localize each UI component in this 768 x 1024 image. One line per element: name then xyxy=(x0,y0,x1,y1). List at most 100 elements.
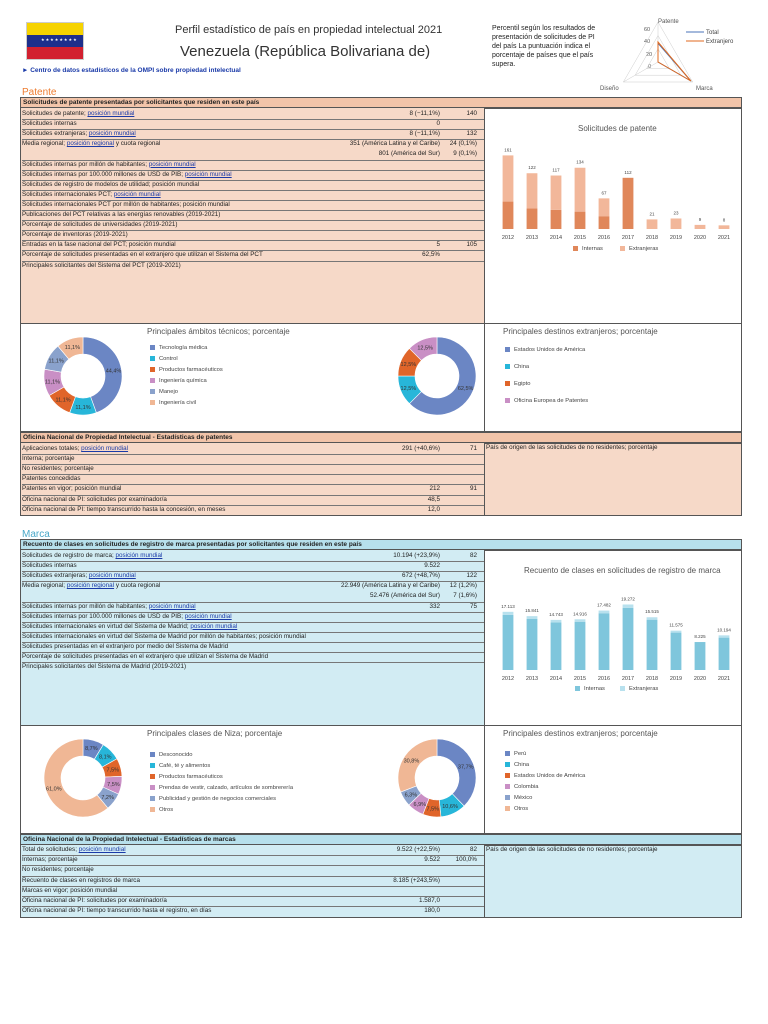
patente-ranking-link[interactable]: posición mundial xyxy=(148,160,196,168)
trademark-bar-chart-title: Recuento de clases en solicitudes de reg… xyxy=(524,566,721,575)
legend-label: Colombia xyxy=(514,784,539,791)
patente-office-ranking-link[interactable]: posición mundial xyxy=(81,445,129,452)
bar-extranjeras xyxy=(646,617,658,620)
marca-row: Principales solicitantes del Sistema de … xyxy=(22,662,186,672)
patente-ranking-link[interactable]: posición mundial xyxy=(88,130,136,138)
row-divider xyxy=(22,865,484,867)
bar-internas xyxy=(622,177,634,229)
patente-row-label: Solicitudes de patente; xyxy=(22,110,88,117)
patente-ranking-link[interactable]: posición mundial xyxy=(113,190,161,198)
marca-office-row-label: Oficina nacional de PI: solicitudes por … xyxy=(22,897,167,904)
bar-internas xyxy=(502,201,514,229)
patente-value: 62,5% xyxy=(422,251,440,259)
radar-legend-extranjero: Extranjero xyxy=(706,39,734,45)
marca-value: 10.194 (+23,9%) xyxy=(393,552,440,559)
slice-label: 61,0% xyxy=(46,787,62,793)
legend-item: Colombia xyxy=(505,784,585,795)
patente-ranking-link[interactable]: posición mundial xyxy=(184,170,232,178)
legend-swatch xyxy=(150,345,155,350)
marca-office-row: Oficina nacional de PI: tiempo transcurr… xyxy=(22,906,211,916)
legend-item: Ingeniería química xyxy=(150,378,223,389)
legend-swatch xyxy=(150,400,155,405)
patente-row-label: Principales solicitantes del Sistema del… xyxy=(22,261,181,269)
legend-swatch xyxy=(150,378,155,383)
bar-internas xyxy=(526,208,538,229)
x-tick-label: 2020 xyxy=(694,676,706,682)
row-divider xyxy=(22,855,484,857)
legend-swatch xyxy=(150,763,155,768)
patente-ranking-link[interactable]: posición regional xyxy=(66,140,115,148)
x-tick-label: 2014 xyxy=(550,235,562,241)
legend-label: Productos farmacéuticos xyxy=(159,774,223,781)
legend-swatch xyxy=(505,784,510,789)
marca-ranking-link[interactable]: posición mundial xyxy=(115,552,163,559)
marca-office-row-label: Internas; porcentaje xyxy=(22,856,78,864)
section-title-marca: Marca xyxy=(22,529,50,540)
x-tick-label: 2019 xyxy=(670,676,682,682)
bar-extranjeras xyxy=(670,218,682,229)
marca-ranking-link[interactable]: posición mundial xyxy=(190,622,238,630)
row-divider xyxy=(22,621,484,623)
legend-item: Ingeniería civil xyxy=(150,400,223,411)
radar-label-diseno: Diseño xyxy=(600,86,619,92)
marca-office-ranking-link[interactable]: posición mundial xyxy=(78,846,126,853)
x-tick-label: 2013 xyxy=(526,676,538,682)
row-divider xyxy=(22,561,484,563)
marca-row: Solicitudes internas por 100.000 millone… xyxy=(22,612,232,622)
slice-label: 12,5% xyxy=(401,386,417,392)
marca-office-value: 9.522 (+22,5%) xyxy=(396,846,440,853)
legend-internas: Internas xyxy=(573,246,603,252)
x-tick-label: 2012 xyxy=(502,676,514,682)
x-tick-label: 2016 xyxy=(598,235,610,241)
legend-label: Publicidad y gestión de negocios comerci… xyxy=(159,796,276,803)
patente-row: Solicitudes de registro de modelos de ut… xyxy=(22,180,199,190)
patente-ranking-link[interactable]: posición mundial xyxy=(87,110,135,117)
bar-extranjeras xyxy=(694,224,706,229)
legend-swatch-extranjeras-marca xyxy=(620,686,625,691)
wipo-data-center-link[interactable]: ► Centro de datos estadísticos de la OMP… xyxy=(22,67,241,74)
bar-extranjeras xyxy=(526,173,538,209)
bar-total-label: 21 xyxy=(649,211,655,216)
bar-total-label: 10.194 xyxy=(717,627,731,632)
bar-total-label: 14.743 xyxy=(549,612,563,617)
marca-pies-panel xyxy=(20,725,742,834)
patent-destinations-pie-title: Principales destinos extranjeros; porcen… xyxy=(503,327,658,336)
slice-label: 10,6% xyxy=(442,804,458,810)
x-tick-label: 2014 xyxy=(550,676,562,682)
marca-office-row: Oficina nacional de PI: solicitudes por … xyxy=(22,896,167,906)
trademark-destinations-pie-title: Principales destinos extranjeros; porcen… xyxy=(503,729,658,738)
slice-label: 11,1% xyxy=(49,359,64,365)
slice-label: 6,3% xyxy=(405,793,418,799)
marca-ranking-link[interactable]: posición mundial xyxy=(184,612,232,620)
bar-total-label: 122 xyxy=(528,165,536,170)
row-divider xyxy=(22,230,484,232)
patente-row: Entradas en la fase nacional del PCT; po… xyxy=(22,240,176,250)
row-divider xyxy=(22,875,484,877)
marca-row-label-suffix: y cuota regional xyxy=(114,582,161,590)
bar-internas xyxy=(502,614,514,670)
marca-office-row-label: Recuento de clases en registros de marca xyxy=(22,876,140,884)
bar-extranjeras xyxy=(502,611,514,615)
patente-office-value: 291 (+40,6%) xyxy=(402,445,440,452)
row-divider xyxy=(22,179,484,181)
row-divider xyxy=(22,885,484,887)
legend-label: Otros xyxy=(514,806,529,813)
bar-total-label: 8 xyxy=(723,217,726,222)
row-divider xyxy=(22,260,484,262)
legend-item: Productos farmacéuticos xyxy=(150,774,293,785)
patente-office-value: 212 xyxy=(429,485,440,493)
legend-swatch xyxy=(505,773,510,778)
bar-internas xyxy=(598,613,610,670)
slice-label: 7,2% xyxy=(101,795,114,801)
legend-swatch xyxy=(505,751,510,756)
marca-ranking-link[interactable]: posición mundial xyxy=(88,572,136,580)
marca-row-label: Solicitudes internas xyxy=(22,562,77,570)
bar-extranjeras xyxy=(718,225,730,229)
patente-row-label: Media regional; xyxy=(22,140,67,148)
bar-internas xyxy=(526,619,538,670)
patente-office-row-label: Oficina nacional de PI: solicitudes por … xyxy=(22,495,167,503)
patente-origin-title: País de origen de las solicitudes de no … xyxy=(486,444,658,451)
marca-ranking-link[interactable]: posición mundial xyxy=(148,602,196,610)
marca-ranking-link[interactable]: posición regional xyxy=(66,582,115,590)
patente-value: 5 xyxy=(436,241,440,249)
